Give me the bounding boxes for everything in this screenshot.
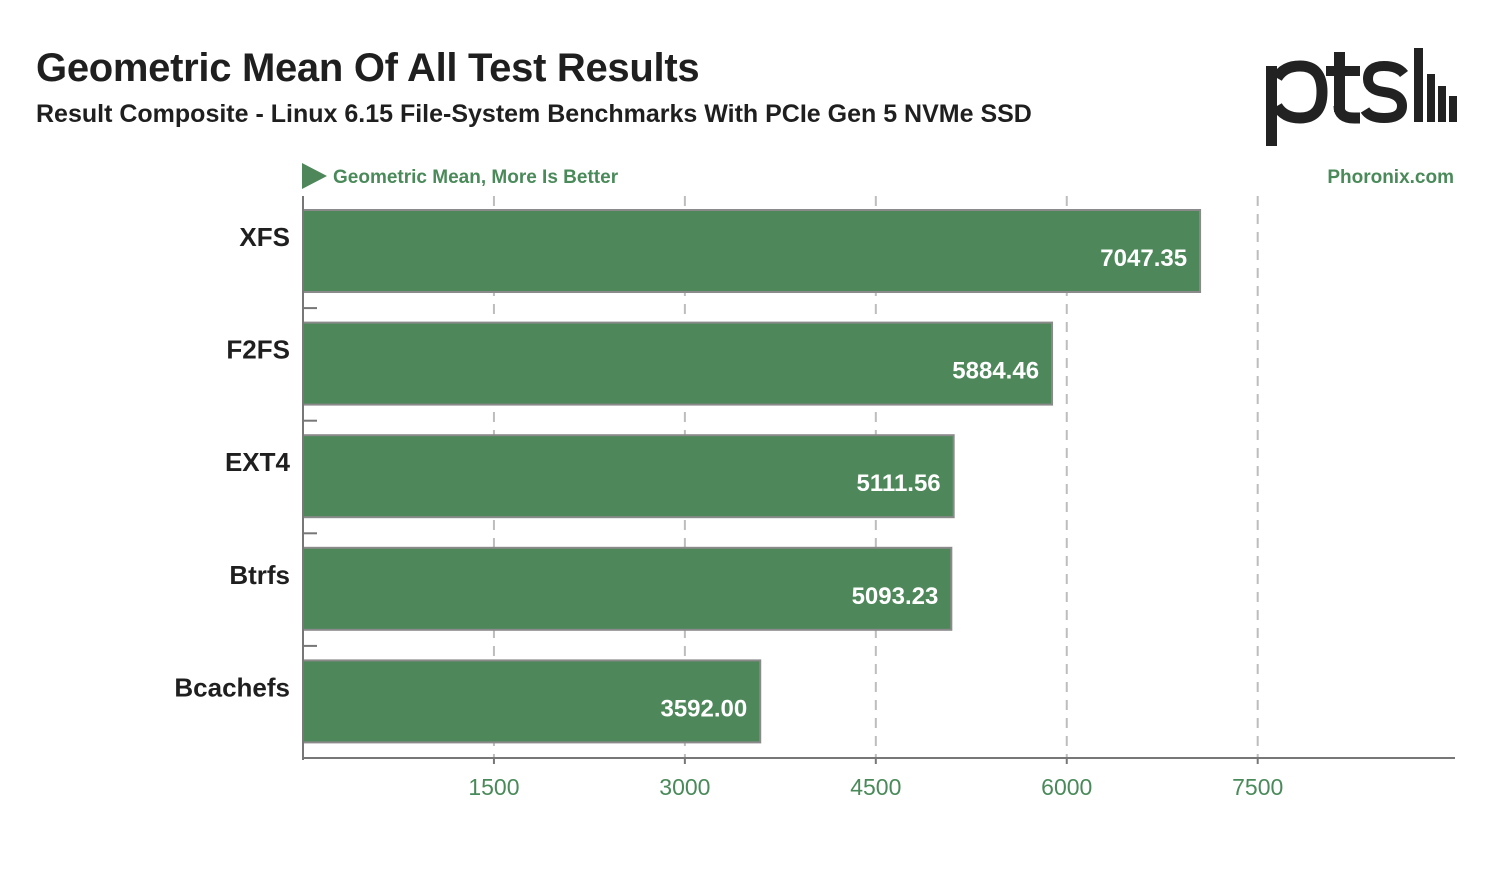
chart-subtitle: Result Composite - Linux 6.15 File-Syste… — [36, 100, 1032, 128]
bar — [302, 546, 953, 631]
category-label: EXT4 — [225, 447, 291, 477]
axes — [302, 196, 1455, 764]
category-label: XFS — [239, 222, 290, 252]
x-tick-label: 1500 — [468, 774, 519, 800]
pts-logo — [1266, 48, 1457, 146]
bar — [302, 434, 955, 519]
value-label: 7047.35 — [1100, 245, 1187, 272]
x-tick-label: 6000 — [1041, 774, 1092, 800]
category-label: Bcachefs — [174, 672, 290, 702]
bar — [302, 321, 1054, 406]
category-label: F2FS — [226, 335, 290, 365]
chart-title: Geometric Mean Of All Test Results — [36, 46, 700, 90]
value-label: 3592.00 — [660, 695, 747, 722]
value-label: 5093.23 — [852, 583, 939, 610]
play-triangle-icon — [302, 163, 327, 189]
x-tick-label: 7500 — [1232, 774, 1283, 800]
labels: 1500 3000 4500 6000 7500 XFS 7047.35 F2FS 5884.4… — [174, 222, 1283, 800]
metric-label: Geometric Mean, More Is Better — [333, 167, 619, 188]
category-label: Btrfs — [229, 560, 290, 590]
x-tick-label: 4500 — [850, 774, 901, 800]
bar — [302, 659, 762, 744]
x-tick-label: 3000 — [659, 774, 710, 800]
source-label: Phoronix.com — [1327, 167, 1454, 188]
bars — [302, 209, 1202, 744]
value-label: 5111.56 — [857, 470, 941, 497]
value-label: 5884.46 — [952, 358, 1039, 385]
bar — [302, 209, 1202, 293]
